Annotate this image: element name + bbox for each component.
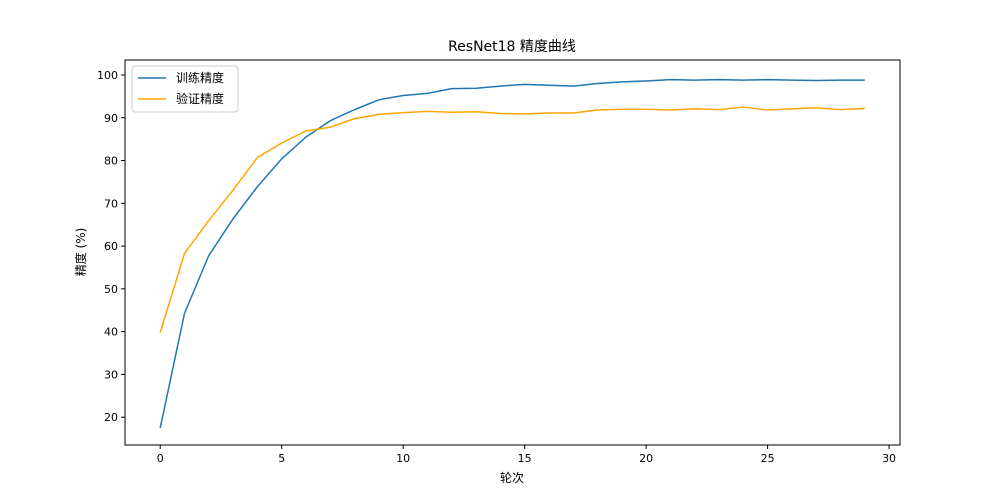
series-line-1 [159, 106, 865, 333]
legend-label-train: 训练精度 [176, 70, 224, 85]
x-tick-label: 10 [396, 452, 410, 465]
y-axis-ticks: 20 30 40 50 60 70 80 90 100 [97, 69, 125, 424]
y-tick-label: 40 [104, 326, 118, 339]
y-tick-label: 30 [104, 368, 118, 381]
y-tick-label: 80 [104, 155, 118, 168]
plot-frame [124, 59, 901, 446]
x-axis-label: 轮次 [500, 471, 524, 485]
y-axis-label: 精度 (%) [73, 228, 88, 277]
legend-label-val: 验证精度 [176, 91, 224, 106]
y-tick-label: 50 [104, 283, 118, 296]
y-tick-label: 60 [104, 240, 118, 253]
y-tick-label: 70 [104, 197, 118, 210]
y-tick-label: 100 [97, 69, 118, 82]
plot-lines [159, 78, 865, 429]
x-tick-label: 0 [157, 452, 164, 465]
chart-title: ResNet18 精度曲线 [448, 39, 576, 55]
x-axis-ticks: 0 5 10 15 20 25 30 [157, 445, 896, 465]
y-tick-label: 20 [104, 411, 118, 424]
y-tick-label: 90 [104, 112, 118, 125]
x-tick-label: 25 [761, 452, 775, 465]
x-tick-label: 5 [278, 452, 285, 465]
x-tick-label: 15 [518, 452, 532, 465]
legend: 训练精度 验证精度 [131, 65, 239, 113]
x-tick-label: 30 [882, 452, 896, 465]
x-tick-label: 20 [639, 452, 653, 465]
series-line-0 [159, 78, 865, 429]
